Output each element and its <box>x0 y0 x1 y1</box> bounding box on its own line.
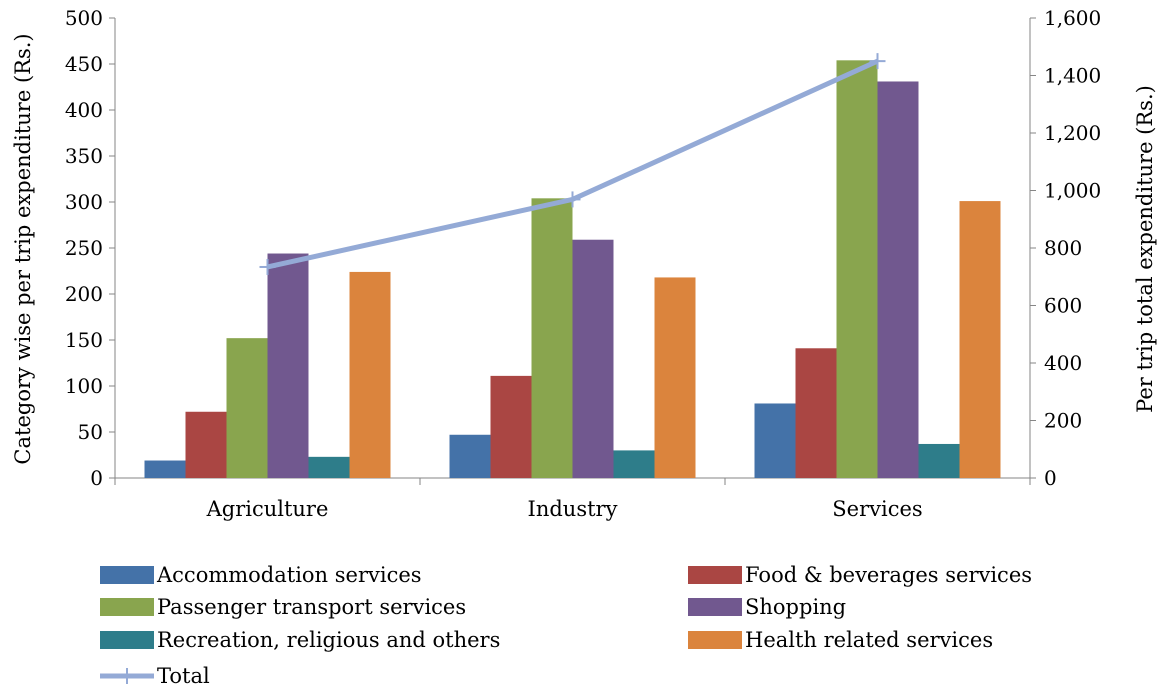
legend-label-recreation-religious-and-others: Recreation, religious and others <box>157 628 500 652</box>
bar-accommodation-services-industry <box>449 434 491 478</box>
bar-accommodation-services-services <box>754 403 796 478</box>
bar-passenger-transport-services-agriculture <box>226 338 268 478</box>
bar-shopping-services <box>877 81 919 478</box>
y2-tick-label: 200 <box>1044 409 1082 433</box>
y-tick-label: 0 <box>90 466 103 490</box>
bar-recreation-religious-and-others-agriculture <box>308 456 350 478</box>
bar-shopping-industry <box>572 239 614 478</box>
y2-tick-label: 1,600 <box>1044 6 1101 30</box>
legend-label-accommodation-services: Accommodation services <box>156 563 422 587</box>
y-tick-label: 500 <box>65 6 103 30</box>
legend-label-health-related-services: Health related services <box>745 628 993 652</box>
bar-food-beverages-services-industry <box>490 375 532 478</box>
y2-tick-label: 600 <box>1044 294 1082 318</box>
legend-swatch-recreation-religious-and-others <box>100 631 154 649</box>
y-axis-title: Category wise per trip expenditure (Rs.) <box>11 33 35 464</box>
legend-swatch-passenger-transport-services <box>100 598 154 616</box>
bar-accommodation-services-agriculture <box>144 460 186 478</box>
y-tick-label: 450 <box>65 52 103 76</box>
y-tick-label: 50 <box>78 420 103 444</box>
legend-swatch-shopping <box>688 598 742 616</box>
y-tick-label: 400 <box>65 98 103 122</box>
y-tick-label: 100 <box>65 374 103 398</box>
bar-passenger-transport-services-services <box>836 60 878 478</box>
legend-label-passenger-transport-services: Passenger transport services <box>157 595 466 619</box>
bar-food-beverages-services-services <box>795 348 837 478</box>
category-label: Services <box>832 497 922 521</box>
legend: Accommodation services Food & beverages s… <box>100 563 1032 688</box>
y2-tick-label: 0 <box>1044 466 1057 490</box>
bar-recreation-religious-and-others-industry <box>613 450 655 478</box>
y-tick-label: 300 <box>65 190 103 214</box>
tick-labels: 0 50 100 150 200 250 300 350 400 450 500 0 200 400 600… <box>65 6 1101 521</box>
bars <box>144 60 1001 478</box>
y-tick-label: 200 <box>65 282 103 306</box>
legend-swatch-health-related-services <box>688 631 742 649</box>
y-tick-label: 250 <box>65 236 103 260</box>
bar-health-related-services-industry <box>654 277 696 478</box>
bar-food-beverages-services-agriculture <box>185 411 227 478</box>
bar-health-related-services-services <box>959 201 1001 478</box>
category-label: Industry <box>528 497 618 521</box>
y2-axis-title: Per trip total expenditure (Rs.) <box>1133 85 1157 413</box>
bar-health-related-services-agriculture <box>349 271 391 478</box>
bar-passenger-transport-services-industry <box>531 198 573 478</box>
bar-shopping-agriculture <box>267 253 309 478</box>
y2-tick-label: 1,200 <box>1044 121 1101 145</box>
legend-label-food-beverages-services: Food & beverages services <box>745 563 1032 587</box>
legend-swatch-food-beverages-services <box>688 566 742 584</box>
legend-swatch-accommodation-services <box>100 566 154 584</box>
y2-tick-label: 400 <box>1044 351 1082 375</box>
legend-label-total: Total <box>157 664 210 688</box>
y2-tick-label: 800 <box>1044 236 1082 260</box>
y-tick-label: 350 <box>65 144 103 168</box>
bar-recreation-religious-and-others-services <box>918 443 960 478</box>
total-line <box>259 53 886 275</box>
category-label: Agriculture <box>206 497 329 521</box>
y2-tick-label: 1,400 <box>1044 64 1101 88</box>
y2-tick-label: 1,000 <box>1044 179 1101 203</box>
y-tick-label: 150 <box>65 328 103 352</box>
legend-label-shopping: Shopping <box>745 595 846 619</box>
